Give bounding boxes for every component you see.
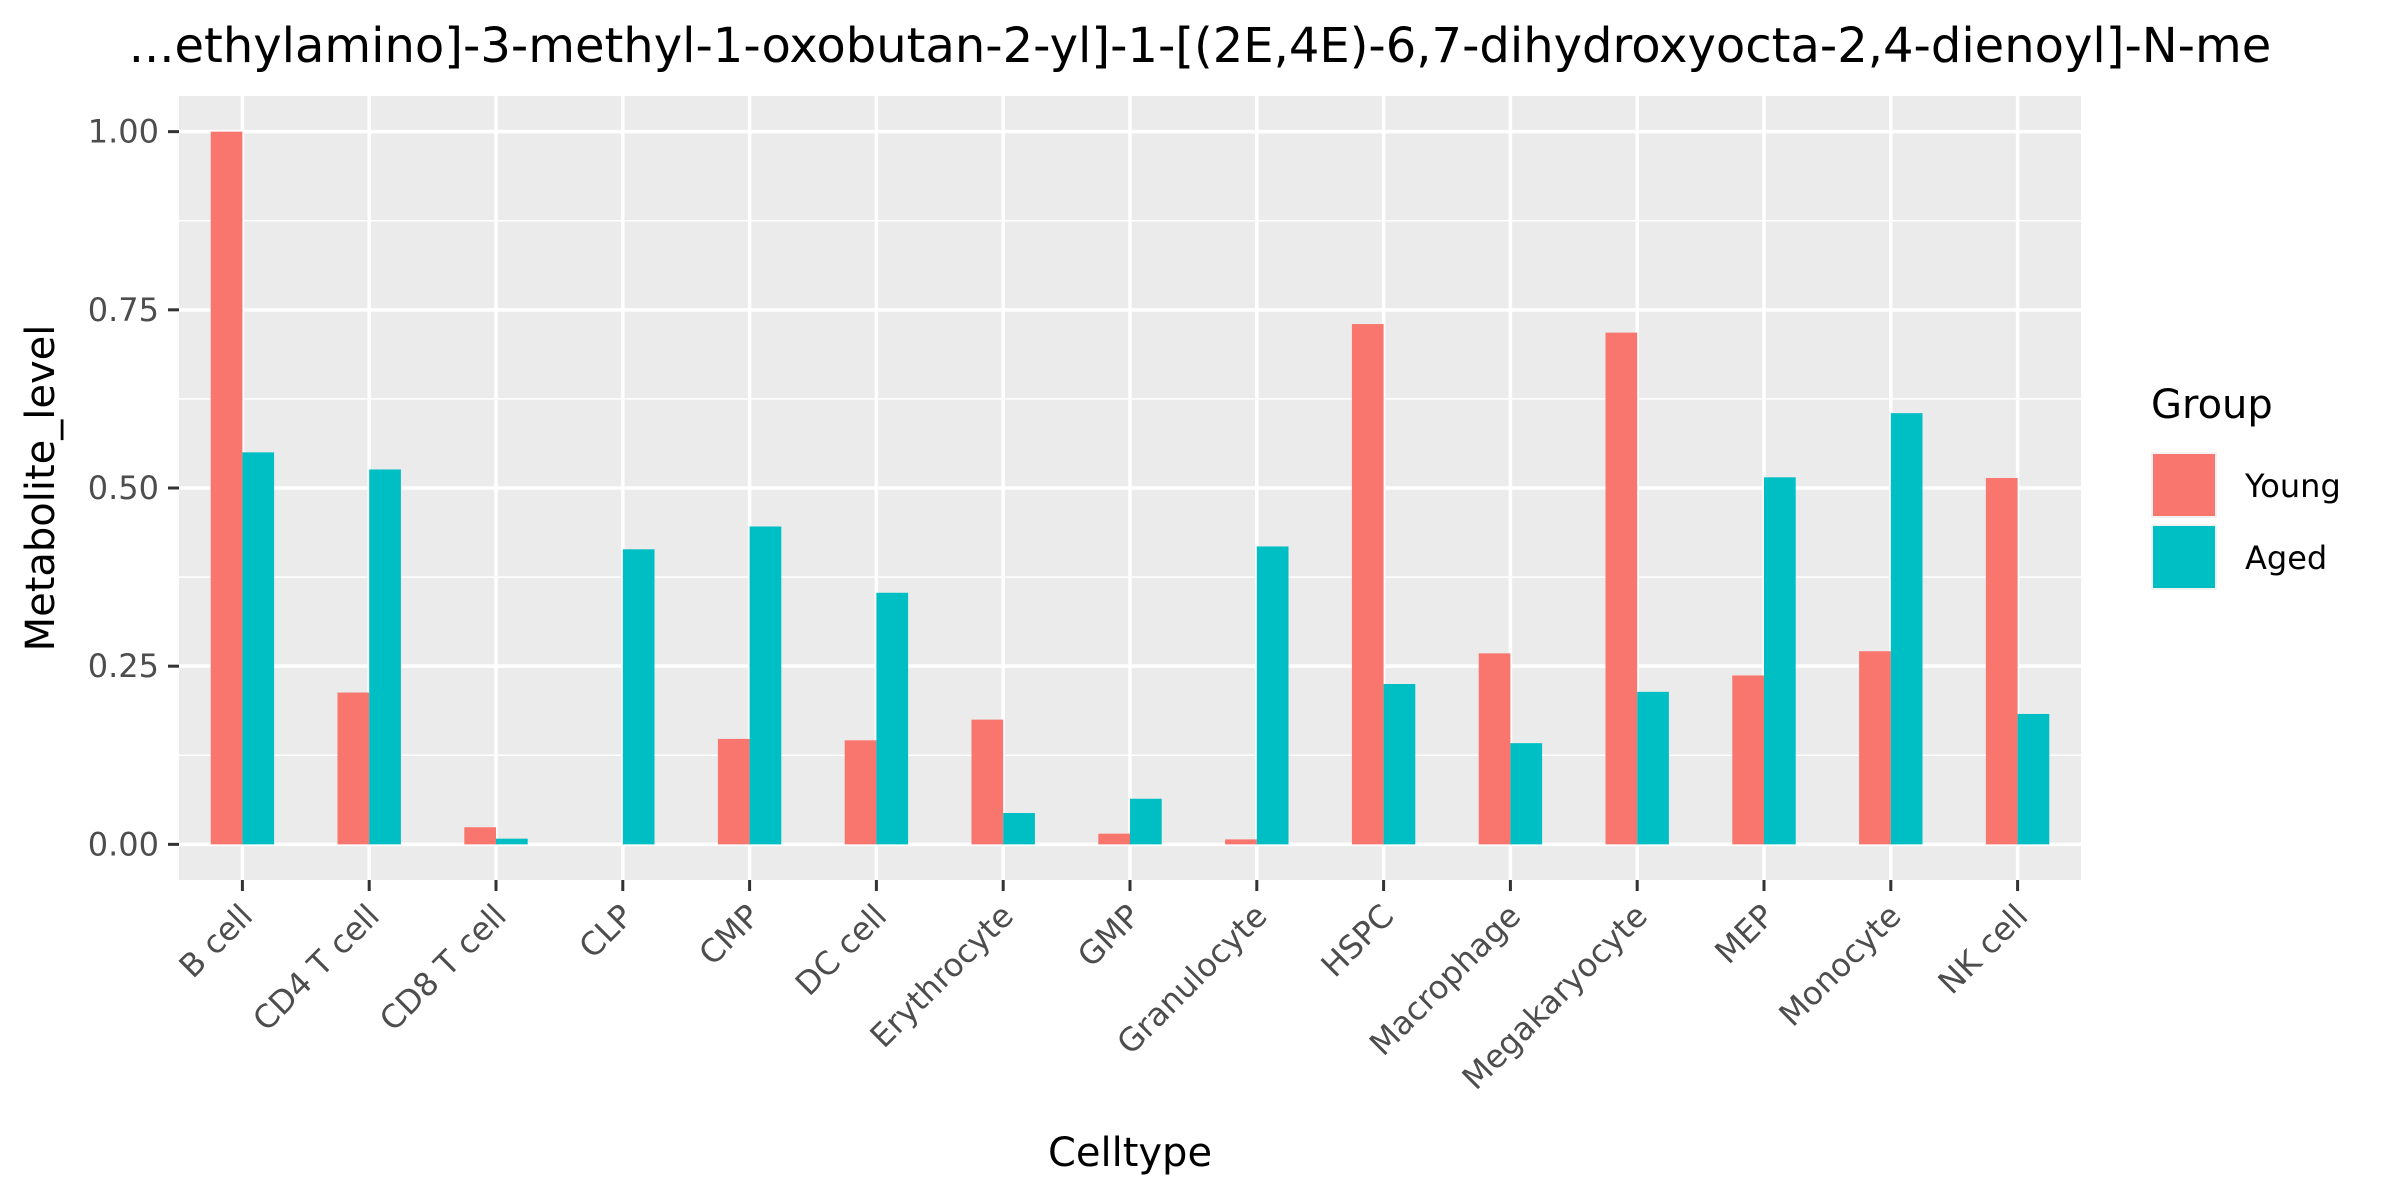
bars: [210, 131, 2050, 845]
chart-title: ...ethylamino]-3-methyl-1-oxobutan-2-yl]…: [129, 18, 2272, 74]
bar-aged: [1637, 691, 1669, 845]
bar-aged: [1890, 413, 1923, 845]
bar-young: [1732, 675, 1764, 845]
bar-aged: [2017, 713, 2050, 845]
x-tick-label: B cell: [172, 897, 261, 986]
legend-item-young: Young: [2151, 452, 2341, 518]
legend-label: Aged: [2245, 539, 2327, 577]
y-tick-label: 0.00: [88, 825, 159, 863]
y-tick-label: 0.75: [88, 291, 159, 329]
bar-young: [210, 131, 243, 845]
legend-swatch: [2153, 526, 2215, 588]
legend-item-aged: Aged: [2151, 524, 2327, 590]
bar-aged: [1383, 684, 1416, 845]
bar-aged: [1510, 743, 1543, 845]
x-tick-label: CD8 T cell: [372, 897, 514, 1039]
bar-aged: [369, 469, 401, 845]
legend: Group Young Aged: [2151, 382, 2341, 590]
bar-young: [1859, 651, 1891, 845]
y-tick-label: 1.00: [88, 113, 159, 151]
y-tick-label: 0.25: [88, 647, 159, 685]
x-tick-label: NK cell: [1930, 897, 2035, 1002]
bar-young: [1098, 833, 1130, 845]
bar-young: [1351, 324, 1384, 845]
bar-young: [844, 740, 877, 845]
bar-young: [464, 827, 496, 845]
bar-young: [1478, 653, 1511, 845]
x-axis-title: Celltype: [1048, 1130, 1212, 1176]
x-tick-label: DC cell: [788, 897, 894, 1003]
legend-label: Young: [2244, 467, 2341, 505]
x-tick-label: HSPC: [1314, 897, 1402, 985]
x-tick-label: CD4 T cell: [245, 897, 387, 1039]
bar-aged: [1130, 798, 1162, 845]
x-tick-label: CLP: [572, 897, 641, 966]
bar-young: [1225, 839, 1257, 845]
x-tick-label: CMP: [691, 897, 767, 973]
bar-aged: [496, 838, 528, 845]
bar-aged: [1764, 477, 1796, 845]
bar-young: [337, 692, 370, 845]
y-tick-label: 0.50: [88, 469, 159, 507]
bar-aged: [242, 452, 275, 845]
x-tick-label: GMP: [1070, 897, 1148, 975]
bar-young: [1985, 478, 2018, 845]
bar-aged: [1256, 546, 1289, 845]
y-axis: 0.00 0.25 0.50 0.75 1.00: [88, 113, 179, 863]
x-tick-label: Monocyte: [1771, 897, 1908, 1034]
bar-aged: [1003, 813, 1035, 845]
bar-young: [1605, 332, 1638, 845]
bar-young: [971, 719, 1004, 845]
bar-young: [717, 738, 750, 845]
bar-aged: [622, 549, 655, 845]
x-tick-label: MEP: [1707, 897, 1781, 971]
legend-title: Group: [2151, 382, 2273, 428]
y-axis-title: Metabolite_level: [18, 325, 64, 652]
legend-swatch: [2153, 454, 2215, 516]
bar-aged: [876, 592, 909, 845]
bar-aged: [749, 526, 782, 845]
